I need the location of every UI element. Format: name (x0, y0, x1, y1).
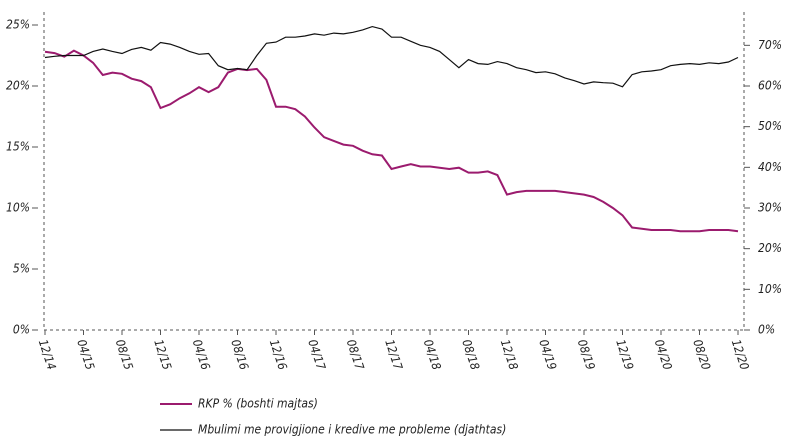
x-tick-label: 08/16 (228, 338, 251, 372)
y-tick-label: 25% (6, 18, 30, 32)
x-tick-label: 12/17 (382, 338, 405, 372)
x-tick-label: 08/18 (459, 338, 482, 372)
y-tick-label: 20% (6, 79, 30, 93)
x-tick-label: 08/15 (113, 338, 136, 372)
x-tick-label: 04/19 (536, 338, 559, 372)
x-tick-label: 04/16 (190, 338, 213, 372)
y-tick-label: 10% (6, 201, 30, 215)
x-tick-label: 08/19 (575, 338, 598, 372)
series-line (44, 25, 739, 88)
x-tick-label: 12/18 (498, 338, 521, 372)
x-tick-label: 04/15 (74, 338, 97, 372)
y2-tick-label: 40% (758, 160, 782, 174)
y2-tick-label: 60% (758, 79, 782, 93)
y2-tick-label: 50% (758, 119, 782, 133)
x-tick-label: 08/20 (690, 338, 713, 372)
y2-tick-label: 0% (758, 323, 775, 337)
x-tick-label: 04/18 (421, 338, 444, 372)
x-tick-label: 12/14 (36, 338, 59, 372)
legend-label: RKP % (boshti majtas) (198, 397, 318, 411)
x-tick-label: 12/15 (151, 338, 174, 372)
y2-tick-label: 20% (758, 241, 782, 255)
y-tick-label: 0% (13, 323, 30, 337)
y2-tick-label: 30% (758, 201, 782, 215)
y2-tick-label: 10% (758, 282, 782, 296)
y2-tick-label: 70% (758, 38, 782, 52)
legend-label: Mbulimi me provigjione i kredive me prob… (198, 423, 506, 437)
x-tick-label: 12/20 (729, 338, 752, 372)
y-tick-label: 15% (6, 140, 30, 154)
series-line (44, 49, 739, 233)
x-tick-label: 04/20 (652, 338, 675, 372)
x-tick-label: 12/19 (613, 338, 636, 372)
x-tick-label: 04/17 (305, 338, 328, 372)
x-tick-label: 08/17 (344, 338, 367, 372)
x-tick-label: 12/16 (267, 338, 290, 372)
y-tick-label: 5% (13, 262, 30, 276)
